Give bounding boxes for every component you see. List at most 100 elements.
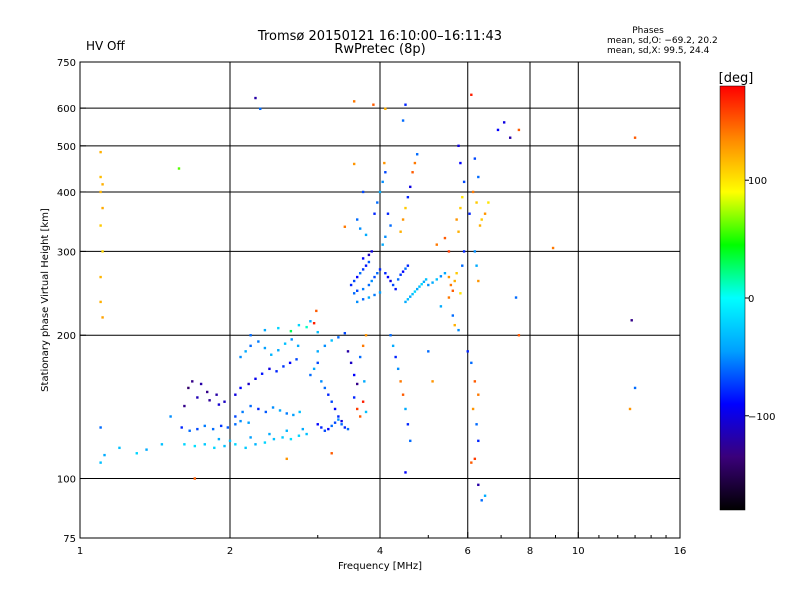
y-ticks: 75 100 200 300 400 500 600 750	[57, 58, 86, 545]
data-point	[409, 185, 412, 189]
data-point	[196, 396, 199, 399]
data-point	[343, 331, 347, 335]
colorbar-tick-label: −100	[748, 412, 775, 423]
data-point	[457, 230, 460, 233]
data-point	[475, 423, 478, 426]
data-point	[263, 441, 267, 444]
data-point	[340, 419, 343, 423]
data-point	[383, 161, 386, 165]
data-point	[193, 444, 197, 448]
data-point	[457, 144, 460, 148]
x-tick-label: 1	[77, 546, 83, 557]
data-point	[330, 400, 333, 403]
data-point	[381, 180, 384, 184]
data-point	[327, 393, 330, 396]
data-point	[203, 424, 206, 428]
y-tick-label: 600	[57, 104, 76, 115]
data-point	[330, 452, 333, 455]
stats-o-line: mean, sd,O: −69.2, 20.2	[607, 36, 718, 46]
data-point	[431, 281, 434, 284]
data-point	[413, 161, 417, 165]
data-point	[199, 382, 203, 386]
data-point	[169, 415, 172, 418]
data-point	[378, 291, 382, 294]
data-point	[453, 323, 456, 327]
data-point	[443, 272, 447, 275]
data-point	[330, 424, 333, 428]
data-point	[244, 446, 247, 450]
data-point	[323, 344, 327, 348]
data-point	[270, 353, 273, 356]
data-point	[508, 136, 512, 139]
data-point	[399, 230, 402, 233]
data-point	[275, 370, 278, 373]
data-point	[333, 421, 337, 424]
data-point	[217, 403, 221, 406]
data-point	[453, 279, 456, 283]
data-point	[404, 267, 407, 270]
data-point	[292, 413, 295, 417]
data-point	[247, 421, 250, 424]
data-point	[316, 330, 319, 334]
data-point	[361, 190, 365, 194]
data-point	[401, 270, 405, 273]
data-point	[226, 426, 230, 429]
data-point	[404, 300, 407, 304]
data-point	[352, 162, 356, 166]
data-point	[296, 344, 300, 348]
data-point	[234, 415, 237, 418]
data-point	[396, 278, 400, 281]
data-point	[478, 224, 482, 227]
data-point	[301, 427, 305, 431]
y-tick-label: 75	[63, 534, 76, 545]
data-point	[384, 272, 387, 275]
data-point	[180, 426, 183, 429]
data-point	[290, 338, 293, 341]
data-point	[361, 257, 365, 260]
data-point	[355, 275, 359, 279]
colorbar-gradient	[720, 86, 745, 510]
data-point	[285, 457, 288, 461]
data-point	[99, 175, 102, 179]
data-point	[470, 461, 473, 464]
x-tick-label: 10	[572, 546, 585, 557]
data-point	[477, 483, 480, 487]
data-point	[473, 157, 477, 160]
data-point	[451, 289, 455, 292]
data-point	[257, 407, 260, 411]
data-point	[263, 346, 267, 350]
data-point	[249, 334, 252, 337]
data-point	[289, 329, 293, 333]
data-point	[389, 334, 392, 337]
data-point	[630, 319, 633, 322]
data-point	[517, 334, 521, 337]
colorbar-ticks: 100 0 −100	[745, 176, 775, 423]
data-point	[439, 275, 443, 278]
data-point	[363, 380, 366, 383]
data-point	[239, 419, 242, 423]
data-point	[352, 373, 356, 377]
data-point	[358, 355, 362, 359]
data-point	[333, 407, 337, 411]
data-point	[281, 436, 284, 439]
data-point	[320, 426, 323, 429]
data-point	[435, 278, 438, 281]
data-point	[399, 273, 402, 276]
data-point	[191, 380, 194, 383]
data-point	[409, 439, 412, 443]
data-point	[373, 293, 376, 297]
data-point	[391, 344, 395, 348]
data-point	[415, 153, 419, 156]
data-point	[228, 439, 232, 443]
x-tick-label: 6	[465, 546, 471, 557]
data-point	[259, 107, 262, 111]
data-point	[271, 406, 275, 409]
data-point	[205, 390, 209, 394]
data-point	[477, 393, 480, 396]
data-point	[373, 275, 376, 279]
data-point	[103, 453, 106, 457]
y-axis-label: Stationary phase Virtual Height [km]	[40, 208, 51, 392]
data-point	[309, 373, 312, 377]
data-point	[187, 386, 190, 390]
data-point	[435, 243, 438, 246]
